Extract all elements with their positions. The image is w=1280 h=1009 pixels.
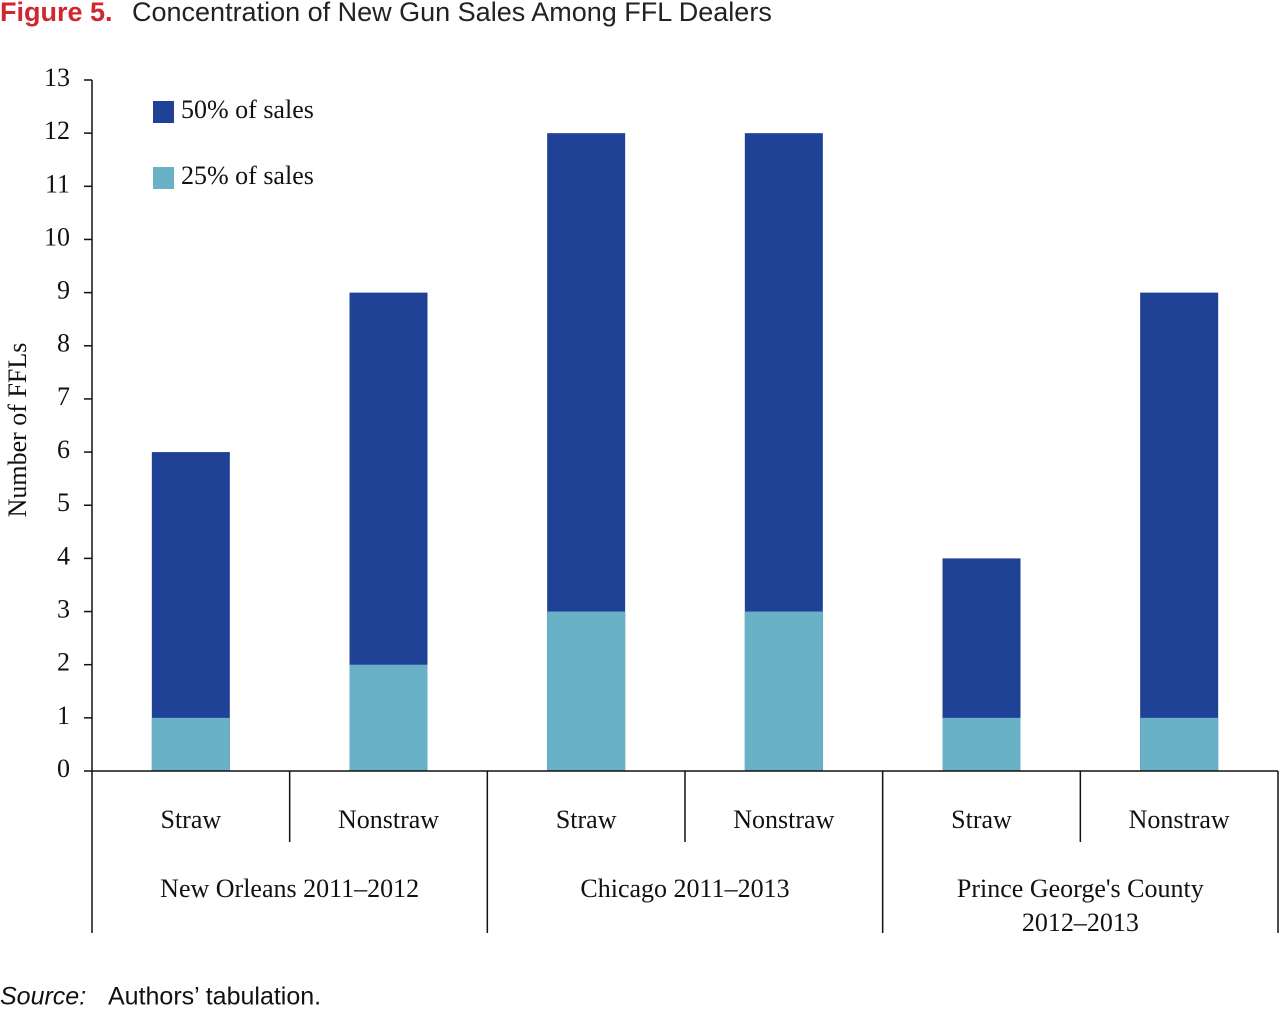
x-tick-label: Nonstraw [338, 805, 439, 834]
y-tick-label: 6 [57, 435, 70, 464]
y-tick-label: 13 [44, 63, 70, 92]
y-axis-label: Number of FFLs [3, 343, 32, 518]
y-tick-label: 7 [57, 382, 70, 411]
bar [744, 611, 823, 771]
x-tick-label: Straw [160, 805, 221, 834]
x-tick-label: Straw [951, 805, 1012, 834]
y-tick-label: 1 [57, 701, 70, 730]
x-tick-label: Straw [556, 805, 617, 834]
group-label: New Orleans 2011–2012 [160, 874, 419, 903]
y-tick-label: 4 [57, 541, 70, 570]
bar [349, 664, 428, 771]
legend-label: 25% of sales [181, 161, 314, 190]
y-tick-label: 12 [44, 116, 70, 145]
chart-title: Concentration of New Gun Sales Among FFL… [132, 0, 772, 27]
legend-swatch [153, 101, 174, 123]
legend-label: 50% of sales [181, 95, 314, 124]
bar [1140, 717, 1219, 771]
y-tick-label: 8 [57, 329, 70, 358]
y-tick-label: 10 [44, 222, 70, 251]
y-tick-label: 3 [57, 595, 70, 624]
bar [547, 611, 626, 771]
y-tick-label: 0 [57, 754, 70, 783]
bar [942, 717, 1021, 771]
y-tick-label: 11 [45, 169, 70, 198]
x-tick-label: Nonstraw [1129, 805, 1230, 834]
group-label: Prince George's County [957, 874, 1204, 903]
figure-label: Figure 5. [0, 0, 113, 27]
bar [151, 717, 230, 771]
y-tick-label: 2 [57, 648, 70, 677]
group-label: Chicago 2011–2013 [580, 874, 789, 903]
y-tick-label: 9 [57, 276, 70, 305]
x-tick-label: Nonstraw [733, 805, 834, 834]
legend-swatch [153, 167, 174, 189]
source: Authors’ tabulation. [108, 983, 321, 1009]
source-label: Source: [0, 983, 86, 1009]
y-tick-label: 5 [57, 488, 70, 517]
bar [1140, 292, 1219, 771]
group-label: 2012–2013 [1022, 908, 1139, 937]
